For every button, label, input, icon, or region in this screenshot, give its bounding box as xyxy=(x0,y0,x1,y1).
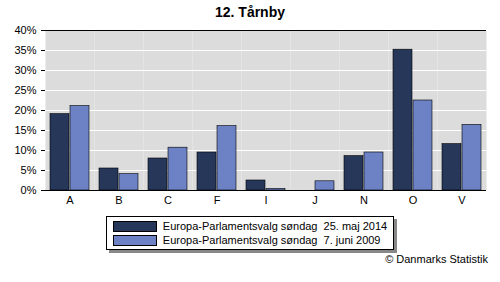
svg-text:F: F xyxy=(214,194,221,206)
html-text:Europa-Parlamentsvalg søndag 7: Europa-Parlamentsvalg søndag 7. juni 200… xyxy=(162,234,381,246)
svg-text:35%: 35% xyxy=(14,44,36,56)
svg-text:V: V xyxy=(458,194,466,206)
html-text:Europa-Parlamentsvalg søndag 2: Europa-Parlamentsvalg søndag 25. maj 201… xyxy=(162,220,388,232)
svg-text:0%: 0% xyxy=(21,184,37,196)
html-text:© Danmarks Statistik: © Danmarks Statistik xyxy=(385,253,488,265)
svg-text:C: C xyxy=(164,194,172,206)
svg-text:5%: 5% xyxy=(21,164,37,176)
svg-text:B: B xyxy=(115,194,122,206)
svg-text:30%: 30% xyxy=(14,64,36,76)
svg-text:A: A xyxy=(66,194,74,206)
svg-text:O: O xyxy=(409,194,418,206)
html-text:12. Tårnby: 12. Tårnby xyxy=(215,4,285,20)
svg-text:I: I xyxy=(264,194,267,206)
svg-text:25%: 25% xyxy=(14,84,36,96)
svg-text:40%: 40% xyxy=(14,24,36,36)
svg-text:J: J xyxy=(312,194,318,206)
svg-text:20%: 20% xyxy=(14,104,36,116)
svg-text:N: N xyxy=(360,194,368,206)
svg-text:15%: 15% xyxy=(14,124,36,136)
svg-text:10%: 10% xyxy=(14,144,36,156)
